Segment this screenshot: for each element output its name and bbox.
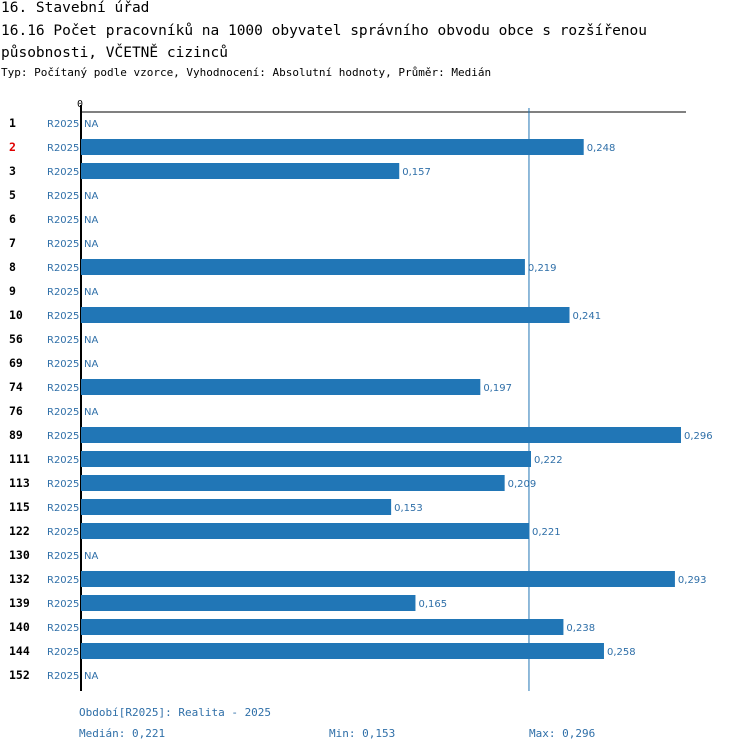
- na-label: NA: [84, 551, 98, 562]
- bar: [81, 163, 400, 179]
- bar: [81, 379, 481, 395]
- series-label: R2025: [47, 455, 79, 466]
- na-label: NA: [84, 671, 98, 682]
- data-label: 0,296: [684, 431, 713, 442]
- chart-subtitle: Typ: Počítaný podle vzorce, Vyhodnocení:…: [1, 66, 492, 79]
- series-label: R2025: [47, 287, 79, 298]
- bar: [81, 139, 584, 155]
- series-label: R2025: [47, 311, 79, 322]
- bar: [81, 475, 505, 491]
- data-label: 0,157: [402, 167, 431, 178]
- series-label: R2025: [47, 167, 79, 178]
- category-label: 89: [9, 428, 23, 442]
- bar: [81, 307, 570, 323]
- category-label: 1: [9, 116, 16, 130]
- series-label: R2025: [47, 575, 79, 586]
- na-label: NA: [84, 335, 98, 346]
- na-label: NA: [84, 287, 98, 298]
- category-label: 152: [9, 668, 30, 682]
- series-label: R2025: [47, 143, 79, 154]
- category-label: 9: [9, 284, 16, 298]
- category-label: 10: [9, 308, 23, 322]
- bar: [81, 595, 416, 611]
- series-label: R2025: [47, 527, 79, 538]
- category-label: 132: [9, 572, 30, 586]
- data-label: 0,209: [508, 479, 537, 490]
- footer-max: Max: 0,296: [529, 727, 596, 740]
- category-label: 7: [9, 236, 16, 250]
- category-label: 8: [9, 260, 16, 274]
- na-label: NA: [84, 239, 98, 250]
- data-label: 0,258: [607, 647, 636, 658]
- bar: [81, 499, 392, 515]
- series-label: R2025: [47, 479, 79, 490]
- category-label: 111: [9, 452, 30, 466]
- na-label: NA: [84, 119, 98, 130]
- na-label: NA: [84, 215, 98, 226]
- category-label: 76: [9, 404, 23, 418]
- series-label: R2025: [47, 407, 79, 418]
- category-label: 5: [9, 188, 16, 202]
- category-label: 3: [9, 164, 16, 178]
- data-label: 0,241: [573, 311, 602, 322]
- category-label: 113: [9, 476, 30, 490]
- series-label: R2025: [47, 119, 79, 130]
- category-label: 130: [9, 548, 30, 562]
- category-label: 139: [9, 596, 30, 610]
- data-label: 0,248: [587, 143, 616, 154]
- section-title: 16. Stavební úřad: [1, 0, 150, 16]
- data-label: 0,165: [418, 599, 447, 610]
- series-label: R2025: [47, 551, 79, 562]
- category-label: 74: [9, 380, 23, 394]
- category-label: 69: [9, 356, 23, 370]
- bar: [81, 523, 529, 539]
- series-label: R2025: [47, 431, 79, 442]
- footer-min: Min: 0,153: [329, 727, 396, 740]
- footer-period: Období[R2025]: Realita - 2025: [79, 706, 272, 719]
- bar: [81, 427, 681, 443]
- axis-zero-label: 0: [77, 99, 83, 110]
- series-label: R2025: [47, 263, 79, 274]
- series-label: R2025: [47, 671, 79, 682]
- bar: [81, 619, 564, 635]
- series-label: R2025: [47, 239, 79, 250]
- chart-title: 16.16 Počet pracovníků na 1000 obyvatel …: [1, 23, 648, 61]
- na-label: NA: [84, 191, 98, 202]
- series-label: R2025: [47, 623, 79, 634]
- series-label: R2025: [47, 215, 79, 226]
- series-label: R2025: [47, 503, 79, 514]
- data-label: 0,219: [528, 263, 557, 274]
- category-label: 2: [9, 140, 16, 154]
- bar-chart: 0 1 R2025 NA 2 R2025 0,248 3 R2025 0,157 5 R2025 NA 6…: [9, 99, 713, 691]
- series-label: R2025: [47, 335, 79, 346]
- category-label: 56: [9, 332, 23, 346]
- series-label: R2025: [47, 383, 79, 394]
- series-label: R2025: [47, 599, 79, 610]
- series-label: R2025: [47, 647, 79, 658]
- series-label: R2025: [47, 191, 79, 202]
- data-label: 0,238: [566, 623, 595, 634]
- na-label: NA: [84, 359, 98, 370]
- category-label: 115: [9, 500, 30, 514]
- bar: [81, 259, 525, 275]
- data-label: 0,197: [483, 383, 512, 394]
- data-label: 0,222: [534, 455, 563, 466]
- bar: [81, 451, 531, 467]
- bar: [81, 643, 604, 659]
- category-label: 140: [9, 620, 30, 634]
- bar: [81, 571, 675, 587]
- category-label: 6: [9, 212, 16, 226]
- data-label: 0,153: [394, 503, 423, 514]
- series-label: R2025: [47, 359, 79, 370]
- category-label: 144: [9, 644, 30, 658]
- na-label: NA: [84, 407, 98, 418]
- footer-median: Medián: 0,221: [79, 727, 166, 740]
- data-label: 0,293: [678, 575, 707, 586]
- data-label: 0,221: [532, 527, 561, 538]
- category-label: 122: [9, 524, 30, 538]
